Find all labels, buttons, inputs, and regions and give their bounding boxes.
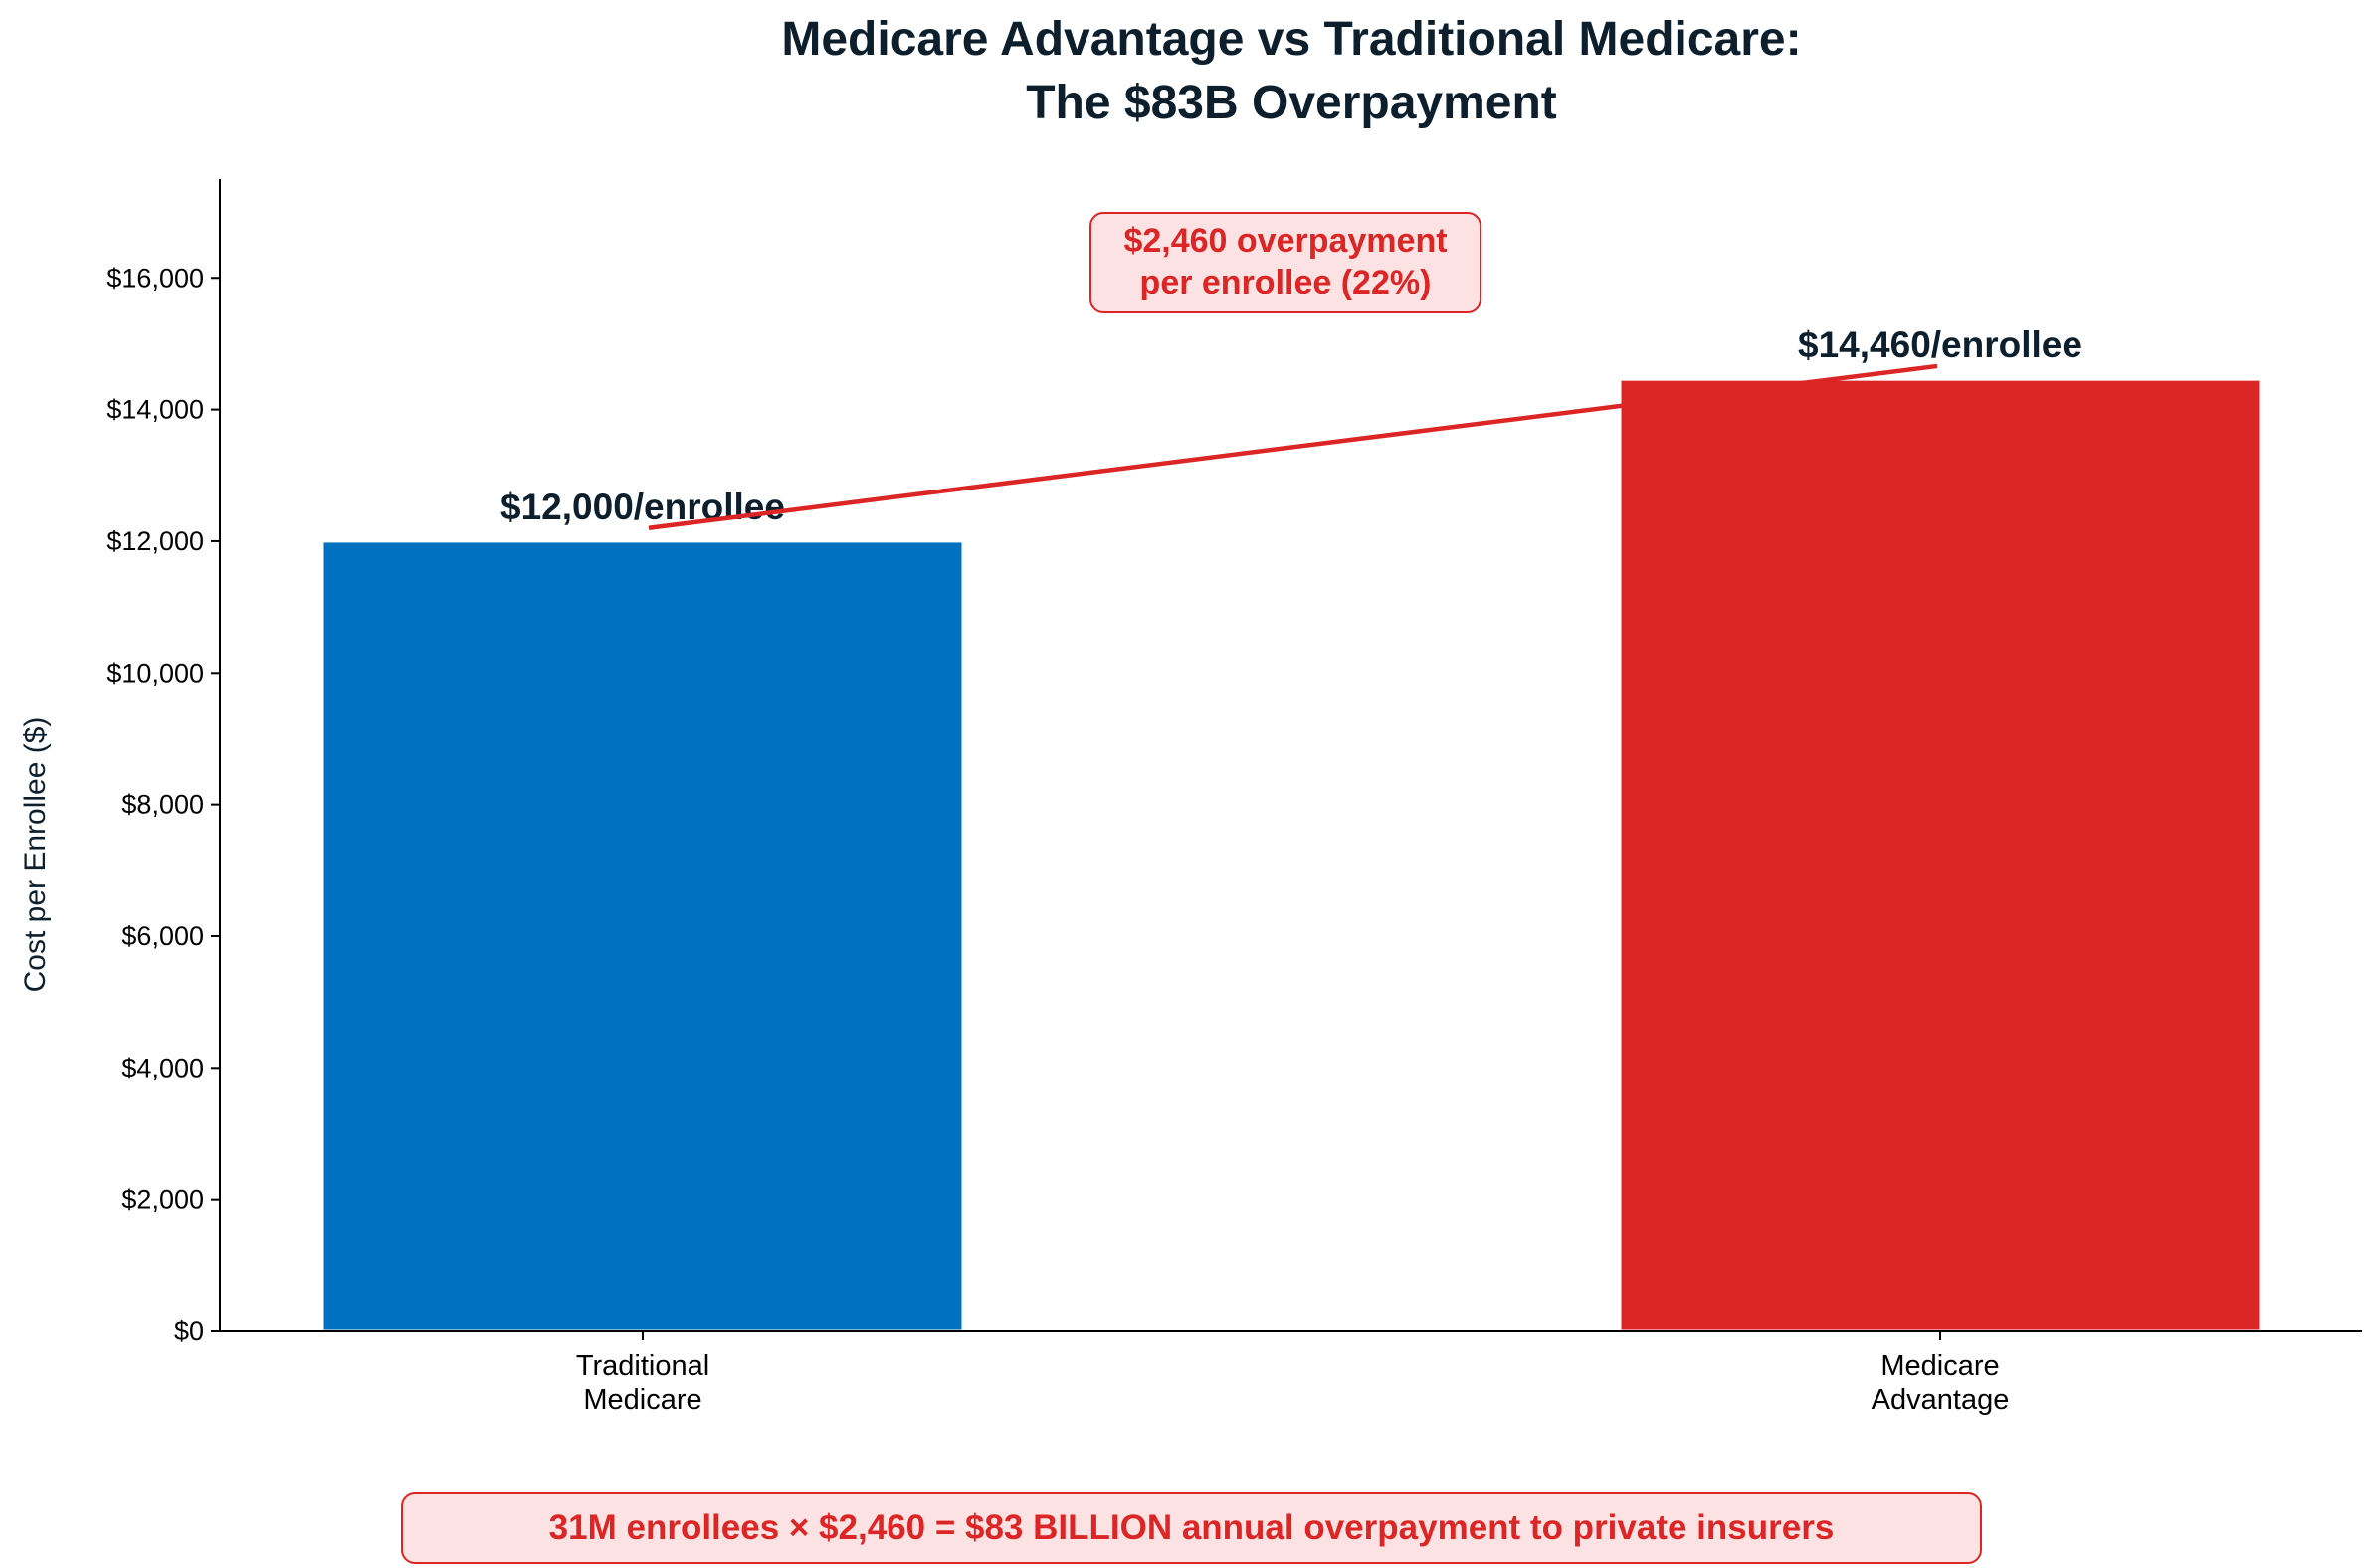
x-tick-label: Traditional — [576, 1350, 709, 1382]
connector-line — [648, 363, 1938, 530]
footnote-box: 31M enrollees × $2,460 = $83 BILLION ann… — [401, 1492, 1982, 1564]
x-tick-label: Medicare — [1880, 1350, 1999, 1382]
overpayment-annotation: $2,460 overpayment per enrollee (22%) — [1089, 212, 1481, 313]
bar-2 — [1618, 377, 2263, 1333]
y-tick-label: $4,000 — [121, 1053, 204, 1082]
y-tick-label: $12,000 — [106, 526, 204, 556]
data-label: $14,460/enrollee — [1798, 324, 2082, 365]
y-tick-label: $16,000 — [106, 263, 204, 293]
chart-title: Medicare Advantage vs Traditional Medica… — [0, 8, 2370, 135]
y-tick-label: $14,000 — [106, 395, 204, 425]
y-tick-label: $0 — [174, 1316, 204, 1346]
annotation-line-1: $2,460 overpayment — [1123, 222, 1448, 260]
x-tick-label: Medicare — [583, 1384, 701, 1416]
bar-1 — [320, 539, 965, 1333]
y-tick-label: $8,000 — [121, 790, 204, 820]
y-tick-label: $10,000 — [106, 658, 204, 687]
y-axis-label: Cost per Enrollee ($) — [19, 717, 52, 993]
y-tick-label: $6,000 — [121, 921, 204, 951]
y-tick-label: $2,000 — [121, 1185, 204, 1215]
annotation-line-2: per enrollee (22%) — [1139, 264, 1432, 301]
footnote-text: 31M enrollees × $2,460 = $83 BILLION ann… — [548, 1508, 1835, 1547]
chart-title-line-2: The $83B Overpayment — [1026, 77, 1557, 129]
data-label: $12,000/enrollee — [500, 487, 785, 527]
chart-title-line-1: Medicare Advantage vs Traditional Medica… — [781, 13, 1802, 66]
x-tick-label: Advantage — [1872, 1384, 2010, 1416]
